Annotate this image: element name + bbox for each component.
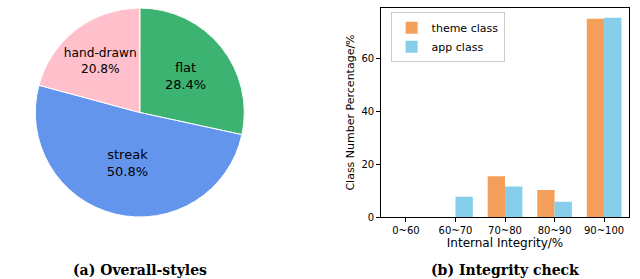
svg-text:theme class: theme class (432, 22, 499, 35)
svg-text:flat28.4%: flat28.4% (165, 60, 206, 92)
svg-text:Class Number Percentage/%: Class Number Percentage/% (344, 34, 357, 190)
svg-text:40: 40 (361, 106, 374, 117)
svg-text:0: 0 (368, 212, 374, 223)
svg-text:(a) Overall-styles: (a) Overall-styles (73, 262, 207, 278)
svg-text:app class: app class (432, 41, 484, 54)
svg-text:90~100: 90~100 (584, 225, 624, 236)
svg-text:80~90: 80~90 (538, 225, 572, 236)
svg-text:70~80: 70~80 (488, 225, 522, 236)
svg-text:Internal Integrity/%: Internal Integrity/% (447, 236, 563, 250)
svg-text:hand-drawn20.8%: hand-drawn20.8% (64, 46, 137, 76)
svg-text:0~60: 0~60 (392, 225, 419, 236)
svg-text:streak50.8%: streak50.8% (107, 147, 148, 179)
svg-text:60~70: 60~70 (439, 225, 473, 236)
svg-text:60: 60 (361, 53, 374, 64)
svg-text:20: 20 (361, 159, 374, 170)
svg-text:(b) Integrity check: (b) Integrity check (431, 262, 579, 278)
